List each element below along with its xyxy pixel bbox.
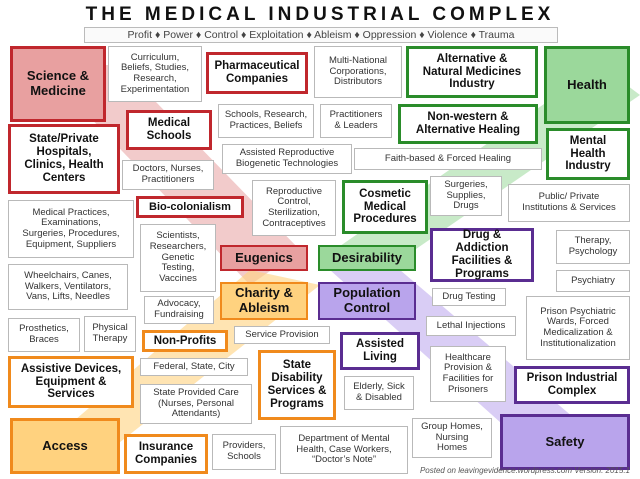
multinational-box: Multi-National Corporations, Distributor… <box>314 46 402 98</box>
mental-health-box: Mental Health Industry <box>546 128 630 180</box>
therapy-box: Therapy, Psychology <box>556 230 630 264</box>
non-western-box: Non-western & Alternative Healing <box>398 104 538 144</box>
hub-health: Health <box>544 46 630 124</box>
cosmetic-procedures-box: Cosmetic Medical Procedures <box>342 180 428 234</box>
faith-based-box: Faith-based & Forced Healing <box>354 148 542 170</box>
lethal-injections-box: Lethal Injections <box>426 316 516 336</box>
medical-practices-box: Medical Practices, Examinations, Surgeri… <box>8 200 134 258</box>
healthcare-prisoners-box: Healthcare Provision & Facilities for Pr… <box>430 346 506 402</box>
public-private-box: Public/ Private Institutions & Services <box>508 184 630 222</box>
prosthetics-box: Prosthetics, Braces <box>8 318 80 352</box>
providers-schools-box: Providers, Schools <box>212 434 276 470</box>
wheelchairs-box: Wheelchairs, Canes, Walkers, Ventilators… <box>8 264 128 310</box>
medical-schools-box: Medical Schools <box>126 110 212 150</box>
prison-wards-box: Prison Psychiatric Wards, Forced Medical… <box>526 296 630 360</box>
curriculum-box: Curriculum, Beliefs, Studies, Research, … <box>108 46 202 102</box>
drug-testing-box: Drug Testing <box>432 288 506 306</box>
service-provision-box: Service Provision <box>234 326 330 344</box>
page-title: THE MEDICAL INDUSTRIAL COMPLEX <box>85 4 555 25</box>
group-homes-box: Group Homes, Nursing Homes <box>412 418 492 458</box>
biocolonialism-box: Bio-colonialism <box>136 196 244 218</box>
assisted-living-box: Assisted Living <box>340 332 420 370</box>
hub-population-control: Population Control <box>318 282 416 320</box>
pharma-box: Pharmaceutical Companies <box>206 52 308 94</box>
practitioners-leaders-box: Practitioners & Leaders <box>320 104 392 138</box>
hub-eugenics: Eugenics <box>220 245 308 271</box>
state-disability-box: State Disability Services & Programs <box>258 350 336 420</box>
scientists-box: Scientists, Researchers, Genetic Testing… <box>140 224 216 292</box>
hub-access: Access <box>10 418 120 474</box>
hub-safety: Safety <box>500 414 630 470</box>
assistive-devices-box: Assistive Devices, Equipment & Services <box>8 356 134 408</box>
surgeries-supplies-box: Surgeries, Supplies, Drugs <box>430 176 502 216</box>
insurance-box: Insurance Companies <box>124 434 208 474</box>
elderly-box: Elderly, Sick & Disabled <box>344 376 414 410</box>
doctors-box: Doctors, Nurses, Practitioners <box>122 160 214 190</box>
physical-therapy-box: Physical Therapy <box>84 316 136 352</box>
alternative-medicines-box: Alternative & Natural Medicines Industry <box>406 46 538 98</box>
federal-state-city-box: Federal, State, City <box>140 358 248 376</box>
state-care-box: State Provided Care (Nurses, Personal At… <box>140 384 252 424</box>
nonprofits-box: Non-Profits <box>142 330 228 352</box>
hub-desirability: Desirability <box>318 245 416 271</box>
assisted-reproductive-box: Assisted Reproductive Biogenetic Technol… <box>222 144 352 174</box>
hospitals-box: State/Private Hospitals, Clinics, Health… <box>8 124 120 194</box>
drug-addiction-box: Drug & Addiction Facilities & Programs <box>430 228 534 282</box>
advocacy-box: Advocacy, Fundraising <box>144 296 214 324</box>
psychiatry-box: Psychiatry <box>556 270 630 292</box>
subtitle-bar: Profit ♦ Power ♦ Control ♦ Exploitation … <box>84 27 558 43</box>
schools-research-box: Schools, Research, Practices, Beliefs <box>218 104 314 138</box>
hub-science-medicine: Science & Medicine <box>10 46 106 122</box>
footer-credit: Posted on leavingevidence.wordpress.com … <box>419 466 630 475</box>
prison-complex-box: Prison Industrial Complex <box>514 366 630 404</box>
dept-mental-health-box: Department of Mental Health, Case Worker… <box>280 426 408 474</box>
reproductive-control-box: Reproductive Control, Sterilization, Con… <box>252 180 336 236</box>
hub-charity-ableism: Charity & Ableism <box>220 282 308 320</box>
